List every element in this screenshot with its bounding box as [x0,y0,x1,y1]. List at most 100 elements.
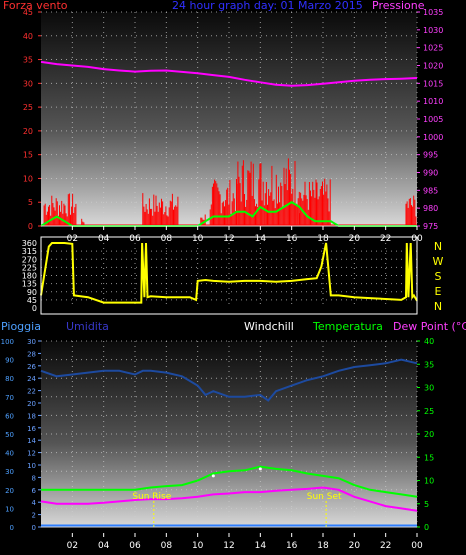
y-tick-label: 1025 [423,44,443,53]
y-tick-label: 995 [423,151,438,160]
y-tick-label: 40 [23,32,33,41]
temperature-tick-label: 40 [424,337,434,346]
x-tick-label: 16 [286,541,298,551]
pressure-line [40,60,418,87]
temp-hour-ticks: 02 04 06 08 10 12 14 16 18 20 22 00 [67,533,423,551]
rain-tick-label: 60 [5,412,14,420]
dewpoint-label: Dew Point (°C) [393,320,466,333]
rain-tick-label: 70 [5,394,14,402]
humidity-tick-label: 10 [27,462,36,470]
y-tick-label: 90 [27,288,37,297]
humidity-tick-label: 16 [27,425,36,433]
sunrise-label: Sun Rise [132,492,171,502]
wind-panel-background [41,12,417,226]
windchill-point [211,474,215,478]
chart-title: 24 hour graph day: 01 Marzo 2015 [172,0,363,12]
y-tick-label: 1015 [423,79,443,88]
y-tick-label: 990 [423,169,438,178]
y-tick-label: 270 [22,255,37,264]
y-tick-label: 45 [23,8,33,17]
y-tick-label: 0 [32,304,37,313]
y-tick-label: 5 [28,198,33,207]
y-tick-label: 15 [23,151,33,160]
x-tick-label: 16 [286,234,298,244]
rain-tick-label: 80 [5,375,14,383]
humidity-tick-label: 0 [32,524,36,532]
rain-tick-label: 50 [5,431,14,439]
rain-tick-label: 30 [5,468,14,476]
humidity-label: Umidita [66,320,109,333]
x-tick-label: 08 [161,541,173,551]
rain-tick-label: 0 [10,524,14,532]
temperature-tick-label: 0 [424,523,429,532]
compass-label: N [434,300,442,313]
x-tick-label: 06 [129,541,141,551]
y-tick-label: 1005 [423,115,443,124]
y-tick-label: 20 [23,127,33,136]
y-tick-label: 225 [22,263,37,272]
x-tick-label: 02 [67,234,78,244]
x-tick-label: 06 [129,234,141,244]
y-tick-label: 315 [22,247,37,256]
windchill-point [258,467,262,471]
compass-label: E [435,285,442,298]
y-tick-label: 985 [423,186,438,195]
x-tick-label: 20 [349,541,361,551]
rain-axis-ticks: 0 10 20 30 40 50 60 70 80 90 100 [1,338,14,532]
wind-left-axis-ticks: 0 5 10 15 20 25 30 35 40 45 [23,8,41,231]
humidity-tick-label: 26 [27,363,36,371]
y-tick-label: 360 [22,239,37,248]
y-tick-label: 180 [22,272,37,281]
x-tick-label: 12 [223,234,234,244]
humidity-tick-label: 20 [27,400,36,408]
left-axis-label: Forza vento [3,0,68,12]
rain-label: Pioggia [1,320,41,333]
x-tick-label: 22 [380,234,391,244]
rain-tick-label: 100 [1,338,14,346]
x-tick-label: 02 [67,541,78,551]
x-tick-label: 08 [161,234,173,244]
sunset-label: Sun Set [307,492,342,502]
wind-direction-line [40,242,418,304]
humidity-tick-label: 8 [32,474,36,482]
y-tick-label: 45 [27,296,37,305]
humidity-tick-label: 2 [32,512,36,520]
rain-tick-label: 90 [5,357,14,365]
x-tick-label: 10 [192,234,204,244]
temperature-axis-ticks: 0 5 10 15 20 25 30 35 40 [417,337,434,532]
x-tick-label: 00 [411,541,423,551]
temperature-label: Temperatura [312,320,383,333]
y-tick-label: 975 [423,222,438,231]
temperature-tick-label: 10 [424,477,434,486]
y-tick-label: 1010 [423,97,443,106]
y-tick-label: 1035 [423,8,443,17]
y-tick-label: 135 [22,280,37,289]
direction-panel-frame [40,236,418,315]
y-tick-label: 25 [23,103,33,112]
humidity-tick-label: 18 [27,412,36,420]
pressure-right-axis-ticks: 975 980 985 990 995 1000 1005 1010 1015 1020 1025 1… [417,8,443,231]
x-tick-label: 22 [380,541,391,551]
y-tick-label: 980 [423,204,438,213]
humidity-tick-label: 6 [32,487,37,495]
rain-tick-label: 40 [5,450,14,458]
x-tick-label: 18 [317,234,329,244]
x-tick-label: 10 [192,541,204,551]
windchill-points [211,467,262,478]
compass-label: N [434,240,442,253]
humidity-line [40,358,418,402]
rain-tick-label: 20 [5,487,14,495]
x-tick-label: 18 [317,541,329,551]
temperature-tick-label: 5 [424,500,429,509]
dewpoint-line [40,486,418,512]
x-tick-label: 14 [255,541,267,551]
temperature-humidity-panel: Sun Rise Sun Set 0102030405060708090100 … [1,320,466,551]
humidity-tick-label: 22 [27,388,36,396]
humidity-tick-label: 24 [27,375,36,383]
x-tick-label: 14 [255,234,267,244]
humidity-tick-label: 30 [27,338,36,346]
